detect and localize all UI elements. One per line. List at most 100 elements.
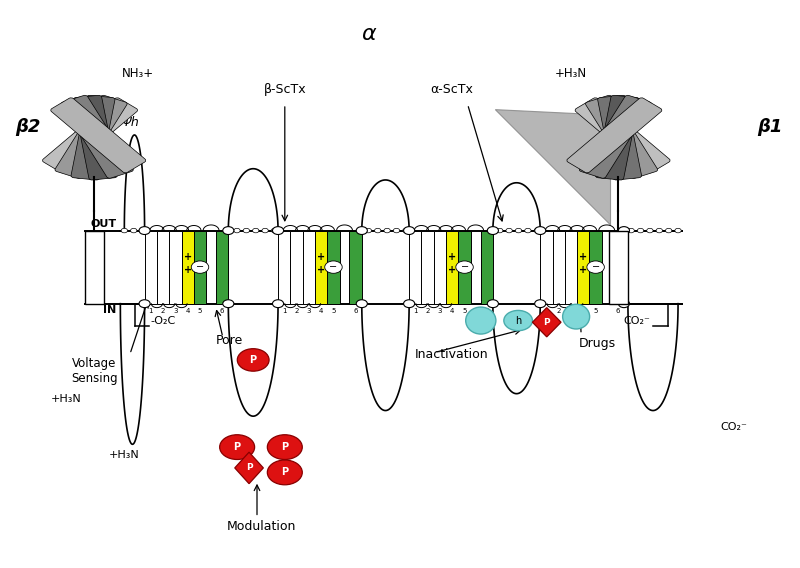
Text: 4: 4 bbox=[319, 308, 323, 314]
Circle shape bbox=[487, 227, 498, 235]
Text: −: − bbox=[461, 262, 469, 272]
Text: α: α bbox=[361, 24, 375, 44]
Text: 4: 4 bbox=[186, 308, 190, 314]
Ellipse shape bbox=[466, 307, 496, 334]
Circle shape bbox=[525, 228, 531, 233]
Text: 6: 6 bbox=[220, 308, 225, 314]
Circle shape bbox=[365, 228, 371, 233]
Circle shape bbox=[618, 300, 630, 308]
Bar bbox=[612, 231, 624, 304]
Text: Drugs: Drugs bbox=[578, 337, 616, 349]
Text: P: P bbox=[282, 442, 288, 452]
FancyBboxPatch shape bbox=[74, 95, 118, 180]
Text: +: + bbox=[184, 265, 192, 275]
FancyBboxPatch shape bbox=[595, 95, 639, 180]
Circle shape bbox=[497, 228, 503, 233]
Circle shape bbox=[267, 460, 302, 485]
Circle shape bbox=[394, 228, 400, 233]
Text: +: + bbox=[317, 252, 326, 262]
FancyBboxPatch shape bbox=[575, 98, 670, 173]
Bar bbox=[565, 231, 577, 304]
FancyBboxPatch shape bbox=[55, 95, 127, 178]
Circle shape bbox=[587, 261, 604, 273]
Text: 6: 6 bbox=[615, 308, 620, 314]
FancyBboxPatch shape bbox=[586, 95, 658, 178]
Polygon shape bbox=[234, 452, 263, 484]
Bar bbox=[327, 231, 340, 304]
Text: OUT: OUT bbox=[90, 219, 116, 229]
Text: 6: 6 bbox=[354, 308, 358, 314]
Text: P: P bbox=[282, 467, 288, 478]
Text: β2: β2 bbox=[15, 118, 41, 136]
Text: 3: 3 bbox=[569, 308, 574, 314]
Text: Modulation: Modulation bbox=[226, 520, 296, 533]
Polygon shape bbox=[495, 110, 610, 225]
Text: NH₃+: NH₃+ bbox=[122, 66, 154, 80]
Text: +: + bbox=[579, 252, 587, 262]
Circle shape bbox=[356, 227, 367, 235]
Text: P: P bbox=[543, 318, 550, 327]
Text: 1: 1 bbox=[544, 308, 549, 314]
Text: 3: 3 bbox=[173, 308, 178, 314]
Text: Ψh: Ψh bbox=[122, 116, 139, 130]
Text: Pore: Pore bbox=[215, 334, 243, 346]
Circle shape bbox=[638, 228, 644, 233]
Circle shape bbox=[238, 349, 269, 371]
Text: 3: 3 bbox=[306, 308, 311, 314]
Bar bbox=[590, 231, 602, 304]
Circle shape bbox=[356, 300, 367, 308]
Bar bbox=[157, 231, 170, 304]
Text: +H₃N: +H₃N bbox=[51, 394, 82, 404]
Circle shape bbox=[262, 228, 268, 233]
Circle shape bbox=[534, 300, 546, 308]
Bar bbox=[170, 231, 182, 304]
Circle shape bbox=[403, 227, 414, 235]
Circle shape bbox=[139, 227, 150, 235]
Text: −: − bbox=[330, 262, 338, 272]
Text: +: + bbox=[579, 265, 587, 275]
Text: -O₂C: -O₂C bbox=[150, 316, 176, 325]
Text: 2: 2 bbox=[294, 308, 298, 314]
Bar bbox=[409, 231, 422, 304]
Text: +H₃N: +H₃N bbox=[554, 66, 586, 80]
Bar bbox=[216, 231, 228, 304]
Bar bbox=[553, 231, 565, 304]
Bar bbox=[278, 231, 290, 304]
Text: 5: 5 bbox=[198, 308, 202, 314]
Text: 2: 2 bbox=[557, 308, 561, 314]
FancyBboxPatch shape bbox=[50, 98, 146, 173]
Text: +: + bbox=[448, 265, 456, 275]
Text: 5: 5 bbox=[462, 308, 466, 314]
FancyBboxPatch shape bbox=[609, 231, 628, 304]
Bar bbox=[434, 231, 446, 304]
Text: +: + bbox=[184, 252, 192, 262]
Bar bbox=[194, 231, 206, 304]
Bar bbox=[458, 231, 470, 304]
Bar bbox=[182, 231, 194, 304]
Text: α-ScTx: α-ScTx bbox=[430, 83, 473, 97]
Bar bbox=[350, 231, 362, 304]
Circle shape bbox=[675, 228, 682, 233]
Circle shape bbox=[666, 228, 672, 233]
Ellipse shape bbox=[562, 304, 590, 329]
Text: 2: 2 bbox=[426, 308, 430, 314]
Text: h: h bbox=[515, 316, 522, 325]
Circle shape bbox=[121, 228, 127, 233]
Text: CO₂⁻: CO₂⁻ bbox=[720, 422, 747, 432]
Text: +: + bbox=[317, 265, 326, 275]
Text: 4: 4 bbox=[450, 308, 454, 314]
Bar bbox=[577, 231, 590, 304]
Text: 5: 5 bbox=[594, 308, 598, 314]
Text: 4: 4 bbox=[581, 308, 586, 314]
Circle shape bbox=[130, 228, 137, 233]
Circle shape bbox=[402, 228, 409, 233]
Text: 5: 5 bbox=[331, 308, 336, 314]
Bar bbox=[481, 231, 493, 304]
Text: +H₃N: +H₃N bbox=[109, 450, 140, 460]
FancyBboxPatch shape bbox=[566, 98, 662, 173]
Circle shape bbox=[618, 227, 630, 235]
Text: β1: β1 bbox=[757, 118, 782, 136]
Text: 2: 2 bbox=[161, 308, 166, 314]
Text: −: − bbox=[196, 262, 204, 272]
Circle shape bbox=[222, 300, 234, 308]
